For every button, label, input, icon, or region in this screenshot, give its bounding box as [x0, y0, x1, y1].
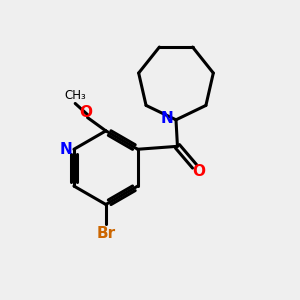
Text: O: O — [79, 105, 92, 120]
Text: CH₃: CH₃ — [64, 89, 86, 102]
Text: N: N — [59, 142, 72, 157]
Text: N: N — [161, 111, 173, 126]
Text: Br: Br — [96, 226, 116, 241]
Text: O: O — [193, 164, 206, 179]
